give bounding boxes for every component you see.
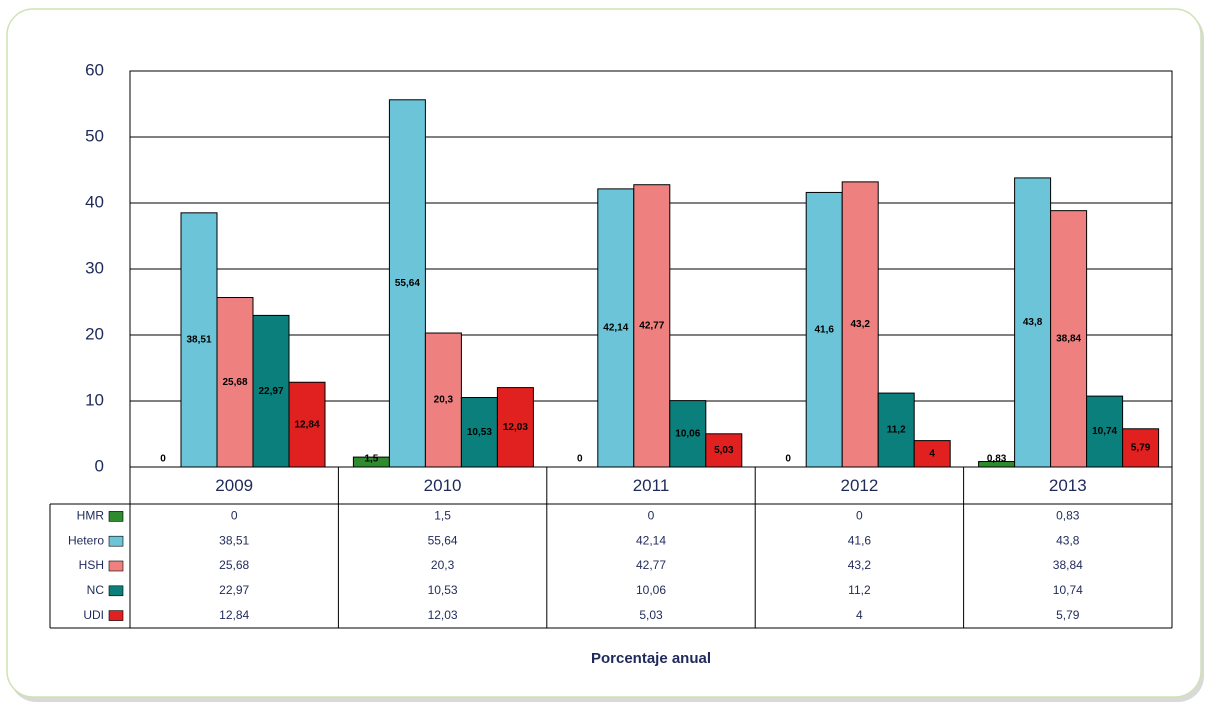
- table-cell: 22,97: [219, 583, 249, 597]
- data-label: 0,83: [987, 454, 1007, 465]
- data-label: 5,79: [1131, 443, 1151, 454]
- legend-swatch: [108, 610, 124, 621]
- y-tick-label: 50: [85, 126, 104, 145]
- table-cell: 5,79: [1056, 608, 1080, 622]
- data-label: 20,3: [434, 395, 454, 406]
- bar: [633, 184, 671, 468]
- legend-label: HSH: [79, 558, 104, 572]
- data-label: 10,06: [675, 428, 700, 439]
- y-tick-label: 20: [85, 324, 104, 343]
- table-cell: 0: [856, 509, 863, 523]
- table-cell: 38,84: [1053, 558, 1083, 572]
- data-label: 12,03: [503, 422, 528, 433]
- table-cell: 20,3: [431, 558, 455, 572]
- bar: [180, 212, 218, 468]
- data-label: 1,5: [364, 454, 378, 465]
- y-tick-label: 10: [85, 390, 104, 409]
- data-label: 25,68: [222, 377, 247, 388]
- data-label: 0: [577, 454, 583, 465]
- x-tick-label: 2013: [1049, 476, 1087, 495]
- legend-swatch: [108, 585, 124, 597]
- legend-swatch: [108, 535, 124, 547]
- data-label: 10,53: [467, 427, 492, 438]
- bar: [388, 99, 426, 468]
- table-cell: 43,8: [1056, 533, 1080, 547]
- data-label: 42,14: [603, 323, 628, 334]
- table-cell: 55,64: [428, 533, 458, 547]
- table-cell: 10,06: [636, 583, 666, 597]
- data-label: 0: [160, 454, 166, 465]
- y-tick-label: 60: [85, 60, 104, 79]
- table-cell: 10,53: [428, 583, 458, 597]
- legend-swatch: [108, 511, 124, 522]
- bar: [913, 440, 951, 468]
- table-cell: 5,03: [639, 608, 663, 622]
- bar: [1050, 210, 1088, 468]
- data-label: 38,51: [186, 335, 211, 346]
- bar: [252, 314, 290, 468]
- data-label: 43,2: [850, 319, 870, 330]
- x-tick-label: 2011: [633, 476, 670, 495]
- data-label: 43,8: [1023, 317, 1043, 328]
- x-tick-label: 2012: [840, 476, 878, 495]
- data-label: 12,84: [294, 419, 319, 430]
- data-label: 22,97: [258, 386, 283, 397]
- bar: [841, 181, 879, 468]
- table-cell: 0: [648, 509, 655, 523]
- table-cell: 11,2: [848, 583, 871, 597]
- table-cell: 38,51: [219, 533, 249, 547]
- data-label: 41,6: [814, 324, 834, 335]
- x-tick-label: 2010: [424, 476, 462, 495]
- table-cell: 0,83: [1056, 509, 1080, 523]
- x-tick-label: 2009: [215, 476, 253, 495]
- table-cell: 42,14: [636, 533, 666, 547]
- x-axis-label: Porcentaje anual: [591, 650, 711, 667]
- legend-label: UDI: [83, 608, 104, 622]
- bar: [1086, 395, 1124, 468]
- table-cell: 43,2: [848, 558, 872, 572]
- table-cell: 12,84: [219, 608, 249, 622]
- table-cell: 42,77: [636, 558, 666, 572]
- table-cell: 4: [856, 608, 863, 622]
- table-cell: 12,03: [428, 608, 458, 622]
- table-cell: 41,6: [848, 533, 872, 547]
- bar: [597, 188, 635, 468]
- data-label: 42,77: [639, 320, 664, 331]
- data-label: 4: [929, 448, 935, 459]
- table-cell: 0: [231, 509, 238, 523]
- bar: [705, 433, 743, 468]
- legend-label: Hetero: [68, 533, 104, 547]
- table-cell: 10,74: [1053, 583, 1083, 597]
- bar: [288, 381, 326, 468]
- table-cell: 1,5: [434, 509, 451, 523]
- table-cell: 25,68: [219, 558, 249, 572]
- data-label: 0: [785, 454, 791, 465]
- data-label: 38,84: [1056, 333, 1081, 344]
- data-label: 10,74: [1092, 426, 1117, 437]
- legend-label: HMR: [77, 509, 105, 523]
- y-tick-label: 30: [85, 258, 104, 277]
- data-label: 11,2: [887, 425, 906, 436]
- legend-swatch: [108, 560, 124, 572]
- bar: [216, 297, 254, 468]
- bar: [496, 387, 534, 468]
- y-tick-label: 0: [95, 456, 104, 475]
- legend-label: NC: [87, 583, 105, 597]
- data-label: 55,64: [395, 278, 420, 289]
- y-tick-label: 40: [85, 192, 104, 211]
- data-label: 5,03: [714, 445, 734, 456]
